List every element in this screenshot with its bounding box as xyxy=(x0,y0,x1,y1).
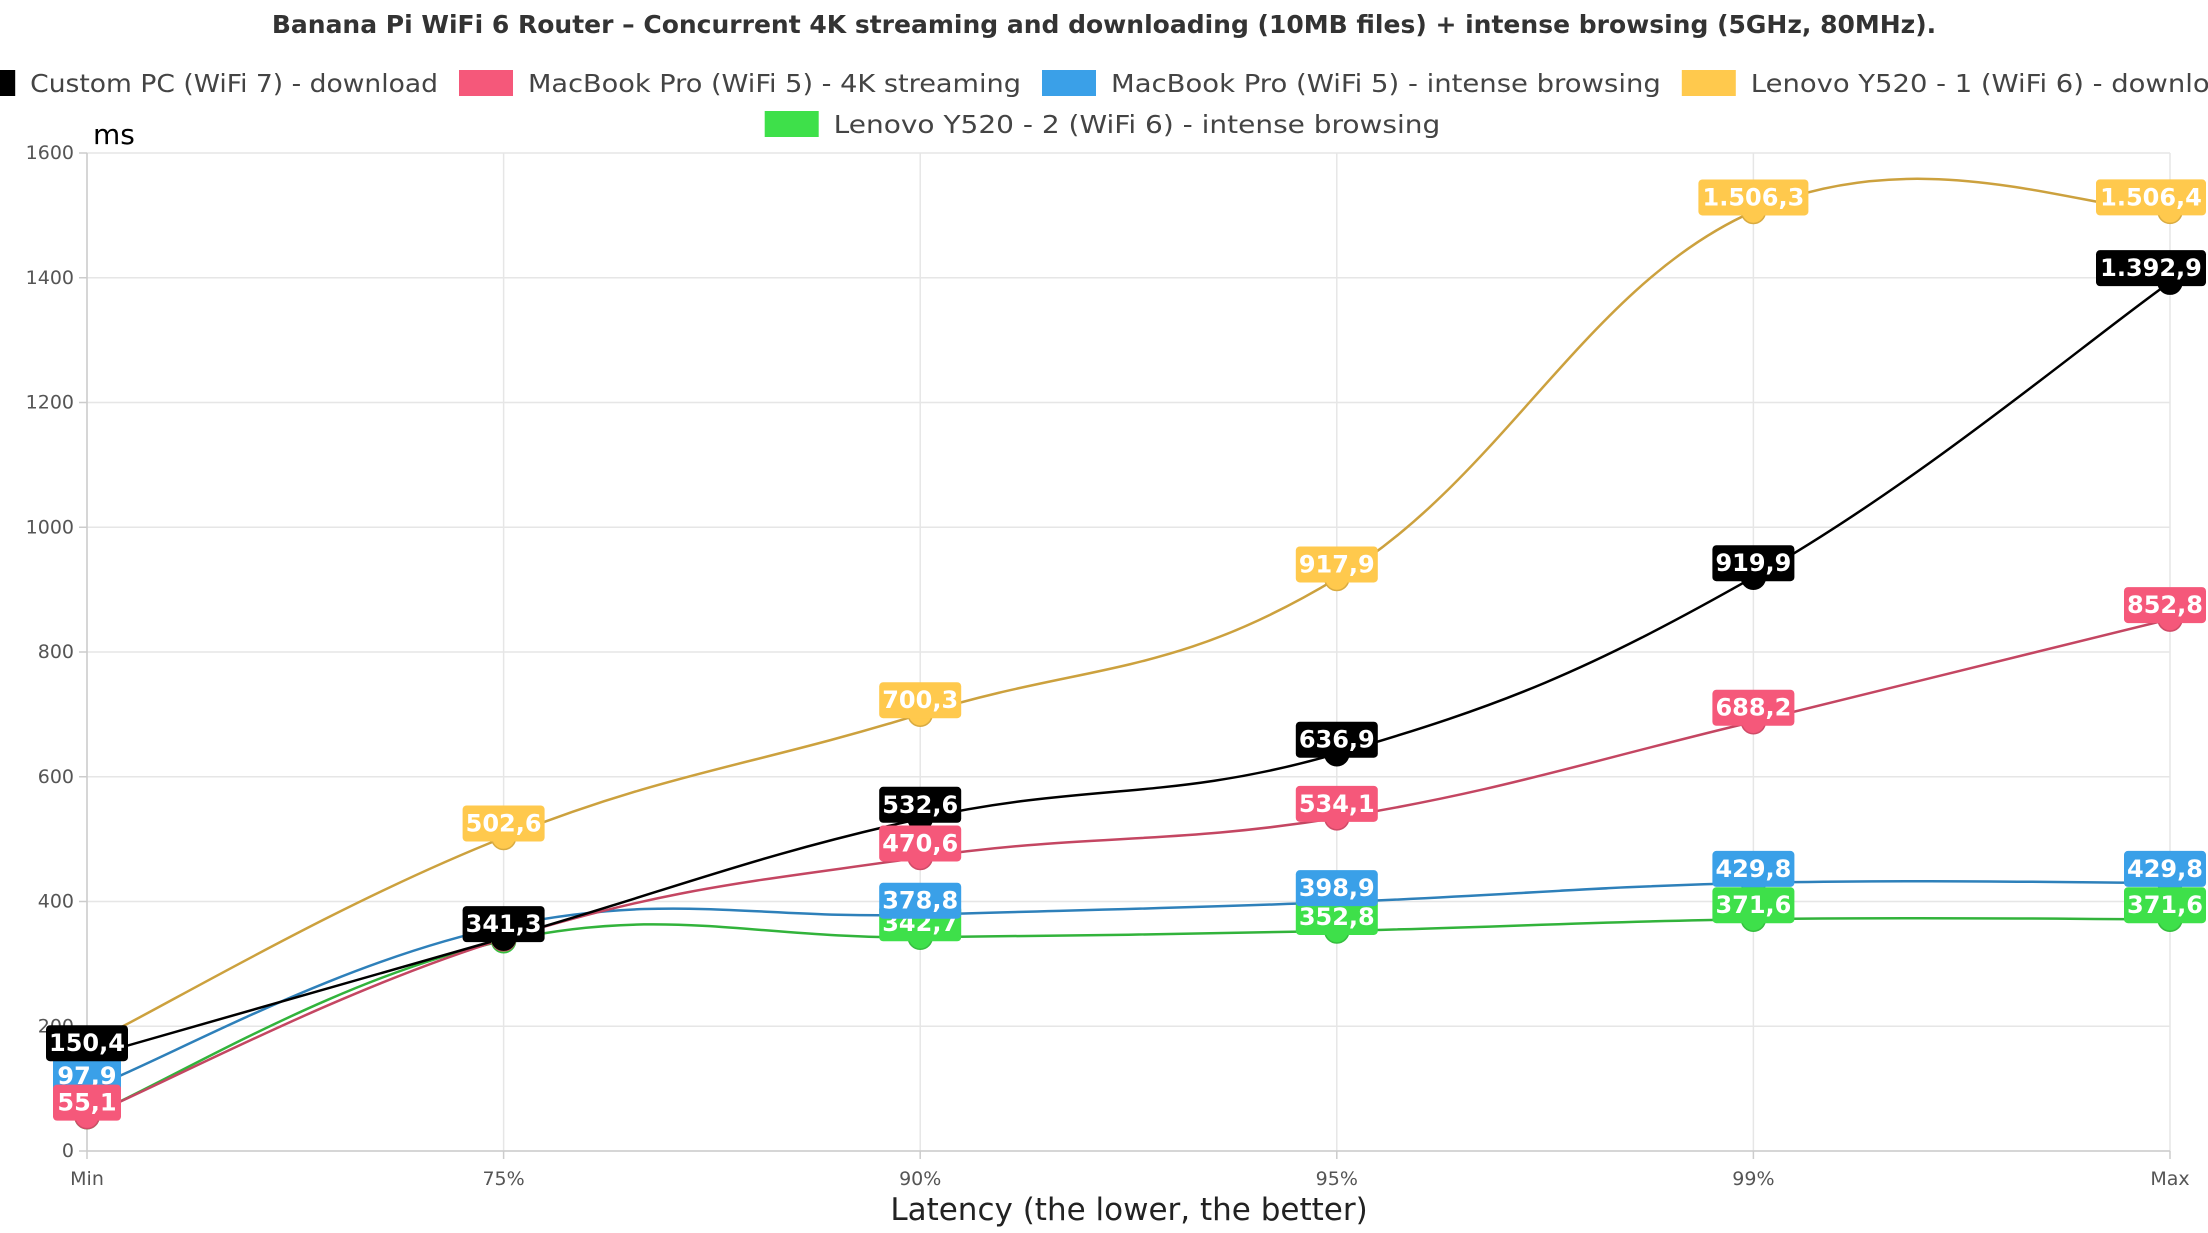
data-label-box xyxy=(53,1084,121,1121)
legend-item[interactable]: Lenovo Y520 - 2 (WiFi 6) - intense brows… xyxy=(762,109,1441,139)
series-line xyxy=(86,916,2171,1118)
data-label: 700,3 xyxy=(882,686,958,714)
legend-item[interactable]: Lenovo Y520 - 1 (WiFi 6) - download xyxy=(1679,68,2208,98)
data-label-box xyxy=(1712,887,1795,924)
legend-swatch xyxy=(0,68,18,98)
legend-item[interactable]: MacBook Pro (WiFi 5) - intense browsing xyxy=(1040,68,1661,98)
y-tick-label: 1000 xyxy=(26,516,74,538)
data-label-box xyxy=(1712,850,1795,887)
series-line xyxy=(86,617,2171,1118)
data-label: 534,1 xyxy=(1299,790,1375,818)
data-label: 429,8 xyxy=(2127,855,2203,883)
data-label: 852,8 xyxy=(2127,591,2203,619)
legend-swatch xyxy=(1040,68,1098,98)
data-label-box xyxy=(879,786,962,823)
legend-item[interactable]: MacBook Pro (WiFi 5) - 4K streaming xyxy=(457,68,1021,98)
data-label: 636,9 xyxy=(1299,726,1375,754)
chart-title: Banana Pi WiFi 6 Router – Concurrent 4K … xyxy=(272,10,1936,39)
data-label: 341,3 xyxy=(466,910,542,938)
data-label-box xyxy=(1295,898,1378,935)
data-label-box xyxy=(1295,721,1378,758)
y-tick-label: 600 xyxy=(38,766,74,788)
data-label-box xyxy=(2124,587,2206,624)
y-tick-label: 1600 xyxy=(26,142,74,164)
data-label: 688,2 xyxy=(1715,694,1791,722)
legend-label: Custom PC (WiFi 7) - download xyxy=(30,69,438,98)
data-label: 532,6 xyxy=(882,791,958,819)
data-label-box xyxy=(2124,850,2206,887)
data-label-box xyxy=(2124,887,2206,924)
data-label: 1.392,9 xyxy=(2100,254,2202,282)
data-label: 502,6 xyxy=(466,810,542,838)
data-label-box xyxy=(1712,689,1795,726)
data-label: 150,4 xyxy=(49,1029,125,1057)
data-label-box xyxy=(1295,785,1378,822)
x-tick-label: 75% xyxy=(482,1168,524,1190)
y-tick-label: 0 xyxy=(62,1140,74,1162)
data-label-box xyxy=(879,682,962,719)
data-label: 1.506,4 xyxy=(2100,183,2202,211)
y-tick-label: 800 xyxy=(38,641,74,663)
series-line xyxy=(86,281,2171,1059)
series-lines xyxy=(86,177,2171,1118)
legend-label: MacBook Pro (WiFi 5) - intense browsing xyxy=(1111,69,1661,98)
data-label-box xyxy=(1295,546,1378,583)
data-label: 429,8 xyxy=(1715,855,1791,883)
legend-label: Lenovo Y520 - 2 (WiFi 6) - intense brows… xyxy=(834,110,1441,139)
data-label: 55,1 xyxy=(57,1089,116,1117)
y-tick-label: 400 xyxy=(38,891,74,913)
legend-swatch xyxy=(762,109,821,139)
x-tick-label: Min xyxy=(70,1168,104,1190)
data-label: 398,9 xyxy=(1299,874,1375,902)
series-line xyxy=(86,177,2171,1047)
y-tick-label: 1200 xyxy=(26,392,74,414)
data-label-box xyxy=(879,882,962,919)
series-line xyxy=(86,879,2171,1092)
data-label: 917,9 xyxy=(1299,550,1375,578)
x-tick-label: 99% xyxy=(1732,1168,1774,1190)
data-label: 1.506,3 xyxy=(1703,183,1805,211)
x-tick-label: 95% xyxy=(1316,1168,1358,1190)
data-label-box xyxy=(46,1025,128,1062)
data-label-box xyxy=(1295,870,1378,907)
y-unit-label: ms xyxy=(93,118,135,151)
grid xyxy=(86,152,2171,1152)
x-axis-title: Latency (the lower, the better) xyxy=(890,1192,1367,1228)
legend-swatch xyxy=(1679,68,1738,98)
y-tick-label: 1400 xyxy=(26,267,74,289)
x-tick-label: 90% xyxy=(899,1168,941,1190)
data-label: 378,8 xyxy=(882,887,958,915)
legend-label: MacBook Pro (WiFi 5) - 4K streaming xyxy=(528,69,1021,98)
legend-item[interactable]: Custom PC (WiFi 7) - download xyxy=(0,68,438,98)
data-label-box xyxy=(462,906,545,943)
data-label: 470,6 xyxy=(882,829,958,857)
data-label-box xyxy=(2096,250,2206,287)
axes: 02004006008001000120014001600Min75%90%95… xyxy=(26,142,2190,1190)
data-label: 352,8 xyxy=(1299,903,1375,931)
data-label-box xyxy=(879,825,962,862)
data-label-box xyxy=(462,805,545,842)
data-label-box xyxy=(1712,545,1795,582)
data-label: 371,6 xyxy=(2127,891,2203,919)
data-label: 919,9 xyxy=(1715,549,1791,577)
x-tick-label: Max xyxy=(2150,1168,2189,1190)
legend-label: Lenovo Y520 - 1 (WiFi 6) - download xyxy=(1751,69,2208,98)
data-label-box xyxy=(1698,179,1809,216)
data-label: 371,6 xyxy=(1715,891,1791,919)
legend: Custom PC (WiFi 7) - download MacBook Pro… xyxy=(0,68,2208,139)
legend-swatch xyxy=(457,68,515,98)
data-label-box xyxy=(2096,179,2206,216)
